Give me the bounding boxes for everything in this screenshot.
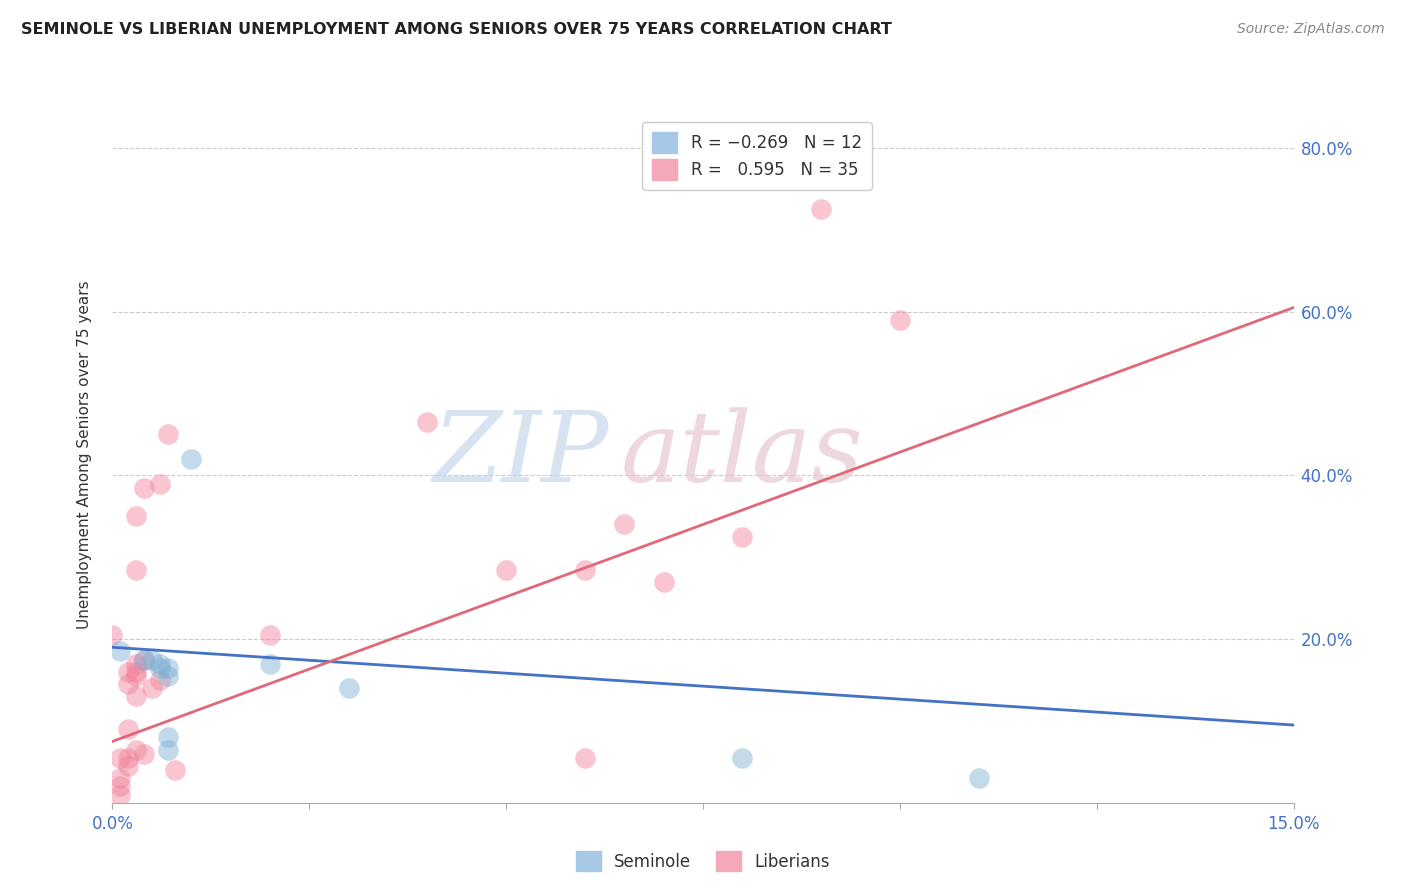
Point xyxy=(110,780,132,794)
Point xyxy=(110,771,132,785)
Point xyxy=(149,657,172,671)
Point xyxy=(125,657,148,671)
Point xyxy=(132,652,155,666)
Point xyxy=(165,763,187,777)
Point xyxy=(132,481,155,495)
Point xyxy=(156,669,179,683)
Point xyxy=(125,509,148,524)
Point xyxy=(156,742,179,756)
Point xyxy=(117,722,139,736)
Point xyxy=(495,562,517,576)
Point xyxy=(117,665,139,679)
Point xyxy=(125,690,148,704)
Text: SEMINOLE VS LIBERIAN UNEMPLOYMENT AMONG SENIORS OVER 75 YEARS CORRELATION CHART: SEMINOLE VS LIBERIAN UNEMPLOYMENT AMONG … xyxy=(21,22,891,37)
Point xyxy=(141,681,163,696)
Point xyxy=(117,759,139,773)
Point xyxy=(259,657,281,671)
Point xyxy=(149,661,172,675)
Point xyxy=(101,628,124,642)
Point xyxy=(652,574,675,589)
Point xyxy=(149,476,172,491)
Text: atlas: atlas xyxy=(620,408,863,502)
Y-axis label: Unemployment Among Seniors over 75 years: Unemployment Among Seniors over 75 years xyxy=(77,281,91,629)
Point xyxy=(125,562,148,576)
Point xyxy=(156,661,179,675)
Point xyxy=(731,751,754,765)
Point xyxy=(156,731,179,745)
Point xyxy=(125,669,148,683)
Point xyxy=(110,788,132,802)
Point xyxy=(110,751,132,765)
Point xyxy=(110,644,132,658)
Point xyxy=(141,652,163,666)
Point xyxy=(613,517,636,532)
Point xyxy=(416,415,439,429)
Point xyxy=(574,562,596,576)
Point xyxy=(967,771,990,785)
Point xyxy=(132,652,155,666)
Point xyxy=(337,681,360,696)
Point xyxy=(125,742,148,756)
Point xyxy=(810,202,832,217)
Point xyxy=(574,751,596,765)
Point xyxy=(889,313,911,327)
Point xyxy=(117,677,139,691)
Point xyxy=(132,747,155,761)
Point xyxy=(259,628,281,642)
Text: Source: ZipAtlas.com: Source: ZipAtlas.com xyxy=(1237,22,1385,37)
Point xyxy=(731,530,754,544)
Text: ZIP: ZIP xyxy=(432,408,609,502)
Point xyxy=(149,673,172,687)
Legend: Seminole, Liberians: Seminole, Liberians xyxy=(569,845,837,878)
Point xyxy=(180,452,202,467)
Point xyxy=(156,427,179,442)
Point xyxy=(117,751,139,765)
Point xyxy=(125,665,148,679)
